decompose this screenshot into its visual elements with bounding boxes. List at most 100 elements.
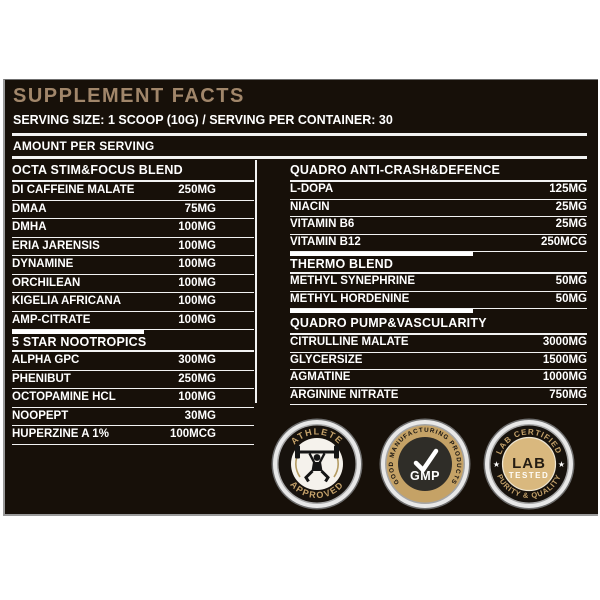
- servings-per-container-label: SERVING PER CONTAINER:: [209, 113, 376, 127]
- ingredient-row: NOOPEPT 30MG: [12, 408, 254, 426]
- ingredient-amount: 25MG: [555, 218, 587, 230]
- section-accent-bar: [290, 309, 473, 313]
- divider-thin: [12, 156, 587, 159]
- ingredient-amount: 250MG: [178, 372, 216, 385]
- ingredient-row: DI CAFFEINE MALATE 250MG: [12, 182, 254, 201]
- badge-center-text: LAB: [512, 455, 546, 472]
- supplement-facts-panel: SUPPLEMENT FACTS SERVING SIZE: 1 SCOOP (…: [3, 79, 598, 516]
- ingredient-row: HUPERZINE A 1% 100MCG: [12, 426, 254, 445]
- ingredient-name: DMHA: [12, 221, 47, 233]
- ingredient-row: GLYCERSIZE 1500MG: [290, 353, 587, 370]
- ingredient-amount: 3000MG: [542, 336, 587, 348]
- ingredient-row: VITAMIN B12 250MCG: [290, 235, 587, 252]
- badge-center-subtext: TESTED: [509, 471, 550, 480]
- ingredient-row: ERIA JARENSIS 100MG: [12, 238, 254, 256]
- serving-info: SERVING SIZE: 1 SCOOP (10G) / SERVING PE…: [13, 113, 393, 127]
- left-column: OCTA STIM&FOCUS BLEND DI CAFFEINE MALATE…: [12, 160, 254, 445]
- ingredient-row: DMHA 100MG: [12, 219, 254, 238]
- ingredient-row: AGMATINE 1000MG: [290, 370, 587, 388]
- divider-thick: [12, 133, 587, 136]
- ingredient-amount: 30MG: [184, 409, 216, 422]
- ingredient-amount: 100MCG: [169, 428, 216, 440]
- right-column: QUADRO ANTI-CRASH&DEFENCE L-DOPA 125MG N…: [290, 160, 587, 405]
- ingredient-name: CITRULLINE MALATE: [290, 336, 409, 348]
- ingredient-name: DMAA: [12, 202, 47, 215]
- ingredient-row: ALPHA GPC 300MG: [12, 352, 254, 371]
- ingredient-name: PHENIBUT: [12, 372, 71, 385]
- ingredient-row: AMP-CITRATE 100MG: [12, 312, 254, 330]
- ingredient-row: OCTOPAMINE HCL 100MG: [12, 389, 254, 408]
- ingredient-name: METHYL HORDENINE: [290, 292, 410, 305]
- ingredient-row: METHYL SYNEPHRINE 50MG: [290, 274, 587, 292]
- ingredient-name: L-DOPA: [290, 183, 334, 195]
- amount-per-serving-label: AMOUNT PER SERVING: [13, 139, 155, 153]
- gmp-badge: GOOD MANUFACTURING PRODUCTS GMP: [379, 418, 471, 510]
- ingredient-row: ARGININE NITRATE 750MG: [290, 388, 587, 405]
- section-header-pump: QUADRO PUMP&VASCULARITY: [290, 313, 587, 335]
- ingredient-amount: 75MG: [184, 202, 216, 215]
- ingredient-name: VITAMIN B6: [290, 218, 355, 230]
- ingredient-name: DYNAMINE: [12, 258, 74, 270]
- ingredient-row: KIGELIA AFRICANA 100MG: [12, 293, 254, 312]
- ingredient-amount: 100MG: [178, 221, 216, 233]
- ingredient-amount: 1000MG: [542, 371, 587, 383]
- servings-per-container-value: 30: [378, 113, 393, 127]
- ingredient-name: DI CAFFEINE MALATE: [12, 184, 135, 196]
- ingredient-amount: 50MG: [555, 275, 587, 287]
- ingredient-amount: 300MG: [178, 354, 216, 366]
- ingredient-amount: 100MG: [178, 258, 216, 270]
- ingredient-amount: 25MG: [555, 200, 587, 213]
- ingredient-name: ERIA JARENSIS: [12, 239, 100, 252]
- ingredient-amount: 125MG: [549, 183, 587, 195]
- ingredient-row: L-DOPA 125MG: [290, 182, 587, 200]
- section-header-thermo: THERMO BLEND: [290, 256, 587, 274]
- athlete-approved-badge: ATHLETE APPROVED: [271, 418, 363, 510]
- ingredient-row: DMAA 75MG: [12, 201, 254, 219]
- ingredient-name: NIACIN: [290, 200, 330, 213]
- ingredient-amount: 100MG: [178, 391, 216, 403]
- badge-center-text: GMP: [410, 469, 440, 483]
- serving-size-value: 1 SCOOP (10G): [107, 113, 199, 127]
- ingredient-row: NIACIN 25MG: [290, 200, 587, 217]
- ingredient-row: CITRULLINE MALATE 3000MG: [290, 335, 587, 353]
- ingredient-name: ALPHA GPC: [12, 354, 80, 366]
- ingredient-row: DYNAMINE 100MG: [12, 256, 254, 275]
- ingredient-amount: 1500MG: [542, 353, 587, 366]
- section-header-octa-stim: OCTA STIM&FOCUS BLEND: [12, 160, 254, 182]
- section-header-nootropics: 5 STAR NOOTROPICS: [12, 334, 254, 352]
- ingredient-name: ORCHILEAN: [12, 276, 81, 289]
- ingredient-amount: 100MG: [178, 295, 216, 307]
- ingredient-amount: 250MG: [178, 184, 216, 196]
- ingredient-name: GLYCERSIZE: [290, 353, 363, 366]
- ingredient-amount: 250MCG: [540, 235, 587, 248]
- ingredient-name: KIGELIA AFRICANA: [12, 295, 122, 307]
- section-header-anti-crash: QUADRO ANTI-CRASH&DEFENCE: [290, 160, 587, 182]
- lab-tested-badge: LAB CERTIFIED PURITY & QUALITY ★ ★ LAB T…: [483, 418, 575, 510]
- ingredient-name: OCTOPAMINE HCL: [12, 391, 116, 403]
- serving-size-label: SERVING SIZE:: [13, 113, 105, 127]
- weightlifter-icon: [295, 445, 339, 483]
- star-icon: ★: [558, 460, 565, 469]
- certification-badges: ATHLETE APPROVED: [5, 418, 598, 514]
- ingredient-row: ORCHILEAN 100MG: [12, 275, 254, 293]
- ingredient-amount: 50MG: [555, 292, 587, 305]
- ingredient-amount: 100MG: [178, 276, 216, 289]
- ingredient-amount: 750MG: [549, 388, 587, 401]
- ingredient-name: METHYL SYNEPHRINE: [290, 275, 416, 287]
- ingredient-name: AMP-CITRATE: [12, 313, 91, 326]
- section-accent-bar: [12, 330, 144, 334]
- ingredient-name: AGMATINE: [290, 371, 351, 383]
- ingredient-name: HUPERZINE A 1%: [12, 428, 109, 440]
- ingredient-row: VITAMIN B6 25MG: [290, 217, 587, 235]
- column-divider: [255, 160, 257, 403]
- ingredient-name: NOOPEPT: [12, 409, 69, 422]
- ingredient-row: PHENIBUT 250MG: [12, 371, 254, 389]
- checkmark-icon: [413, 448, 439, 473]
- separator: /: [202, 113, 206, 127]
- star-icon: ★: [493, 460, 500, 469]
- ingredient-row: METHYL HORDENINE 50MG: [290, 292, 587, 309]
- section-accent-bar: [290, 252, 473, 256]
- ingredient-name: VITAMIN B12: [290, 235, 361, 248]
- ingredient-amount: 100MG: [178, 313, 216, 326]
- ingredient-amount: 100MG: [178, 239, 216, 252]
